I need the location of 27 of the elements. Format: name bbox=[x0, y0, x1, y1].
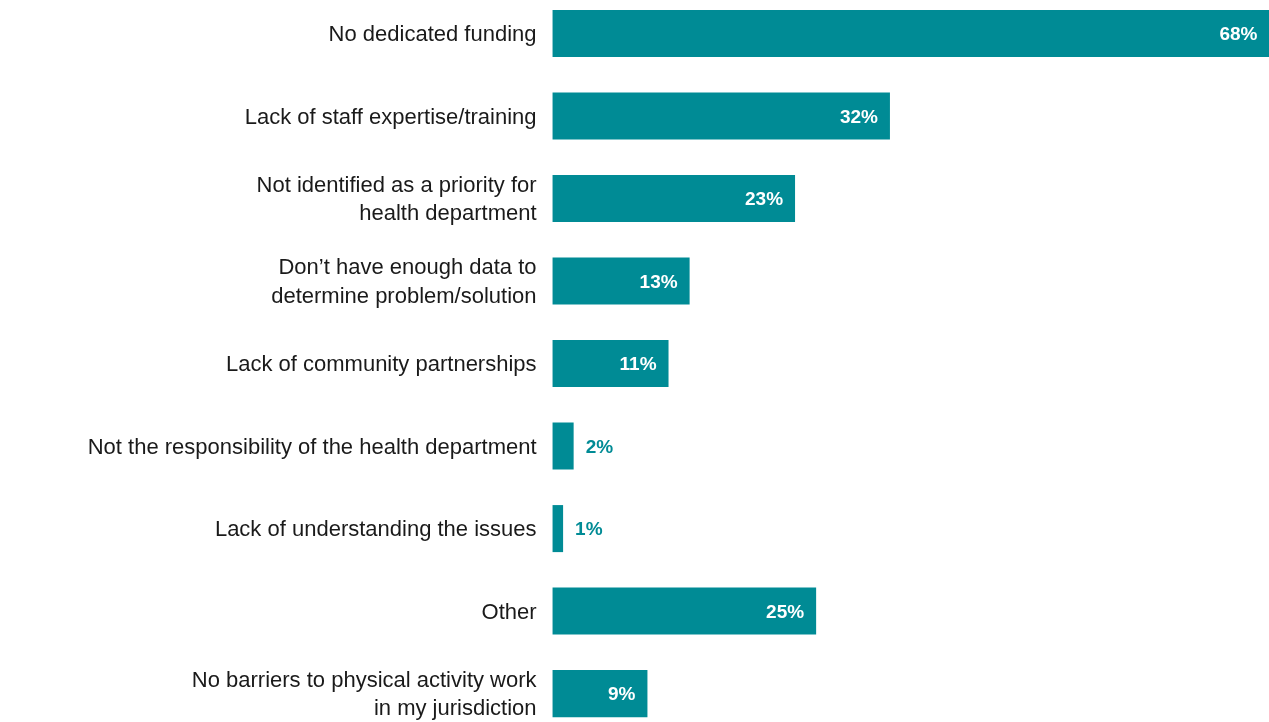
bar bbox=[552, 257, 690, 305]
bar bbox=[552, 422, 574, 470]
bar bbox=[552, 340, 669, 388]
data-label: 11% bbox=[619, 353, 657, 375]
data-label: 32% bbox=[839, 105, 879, 127]
y-tick-label: Lack of community partnerships bbox=[225, 351, 537, 377]
bar bbox=[552, 92, 890, 140]
bar bbox=[552, 9, 1269, 58]
y-tick-label: No barriers to physical activity work in my jurisdiction bbox=[191, 666, 538, 721]
bar bbox=[552, 505, 564, 553]
y-tick-label: Not identified as a priority for health department bbox=[256, 171, 537, 226]
y-tick-label: Not the responsibility of the health department bbox=[87, 433, 537, 459]
data-label: 13% bbox=[639, 270, 678, 292]
bar bbox=[552, 670, 648, 718]
data-label: 68% bbox=[1219, 23, 1258, 45]
data-label: 23% bbox=[745, 188, 784, 210]
bar bbox=[552, 175, 796, 223]
y-tick-label: No dedicated funding bbox=[328, 21, 537, 47]
data-label: 2% bbox=[585, 435, 614, 457]
y-tick-label: Don’t have enough data to determine problem/solution bbox=[271, 254, 537, 308]
y-tick-label: Other bbox=[481, 598, 537, 624]
data-label: 25% bbox=[766, 600, 805, 622]
data-label: 9% bbox=[607, 683, 636, 705]
bar bbox=[552, 587, 817, 635]
y-tick-label: Lack of staff expertise/training bbox=[244, 103, 537, 129]
data-label: 1% bbox=[575, 518, 603, 540]
y-tick-label: Lack of understanding the issues bbox=[214, 516, 537, 542]
